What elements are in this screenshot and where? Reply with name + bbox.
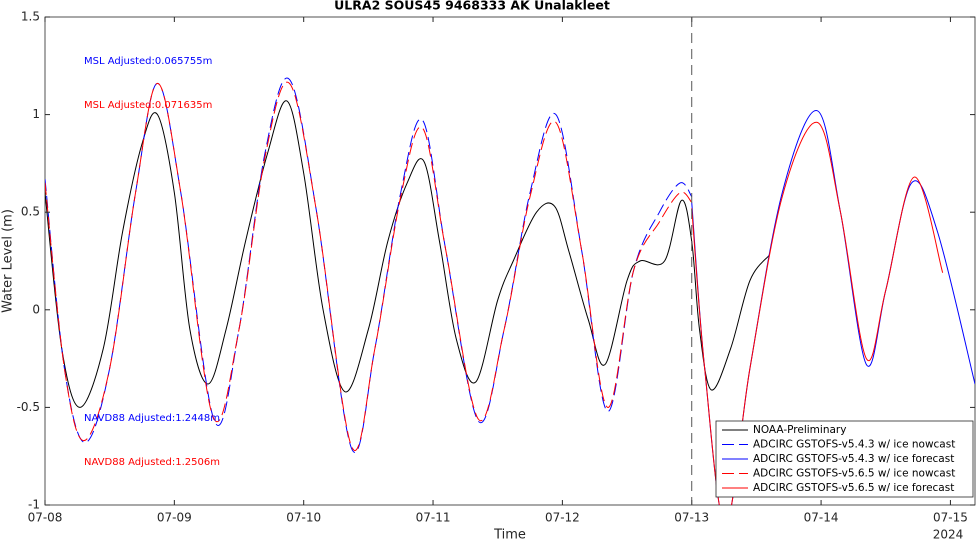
legend-box bbox=[715, 420, 974, 498]
x-tick-label: 07-12 bbox=[545, 511, 580, 525]
x-tick-label: 07-13 bbox=[674, 511, 709, 525]
annotation: NAVD88 Adjusted:1.2506m bbox=[84, 457, 220, 468]
y-tick-label: 1 bbox=[32, 107, 40, 121]
x-tick-label: 07-08 bbox=[28, 511, 63, 525]
x-tick-label: 07-15 bbox=[933, 511, 968, 525]
legend-label: ADCIRC GSTOFS-v5.4.3 w/ ice forecast bbox=[753, 453, 954, 465]
x-tick-label: 07-14 bbox=[804, 511, 839, 525]
series-line bbox=[45, 81, 693, 451]
y-tick-label: 1.5 bbox=[21, 10, 40, 24]
legend-label: ADCIRC GSTOFS-v5.4.3 w/ ice nowcast bbox=[753, 439, 955, 451]
legend-label: ADCIRC GSTOFS-v5.6.5 w/ ice nowcast bbox=[753, 468, 955, 480]
y-tick-label: -0.5 bbox=[17, 400, 40, 414]
annotation: MSL Adjusted:0.071635m bbox=[84, 100, 212, 111]
x-tick-label: 07-09 bbox=[157, 511, 192, 525]
x-axis-label: Time bbox=[493, 528, 526, 541]
x-tick-label: 07-10 bbox=[286, 511, 321, 525]
y-tick-label: 0.5 bbox=[21, 205, 40, 219]
y-axis-label: Water Level (m) bbox=[1, 209, 16, 313]
annotation: NAVD88 Adjusted:1.2448m bbox=[84, 413, 220, 424]
y-tick-label: 0 bbox=[32, 302, 40, 316]
x-axis-sublabel: 2024 bbox=[933, 528, 964, 541]
legend-label: NOAA-Preliminary bbox=[753, 424, 846, 436]
series-line bbox=[691, 121, 944, 505]
annotation: MSL Adjusted:0.065755m bbox=[84, 56, 212, 67]
chart-title: ULRA2 SOUS45 9468333 AK Unalakleet bbox=[334, 0, 610, 13]
legend-label: ADCIRC GSTOFS-v5.6.5 w/ ice forecast bbox=[753, 482, 954, 494]
y-tick-label: -1 bbox=[28, 498, 40, 512]
x-tick-label: 07-11 bbox=[416, 511, 451, 525]
plot-lines bbox=[45, 77, 975, 505]
series-line bbox=[45, 100, 770, 408]
